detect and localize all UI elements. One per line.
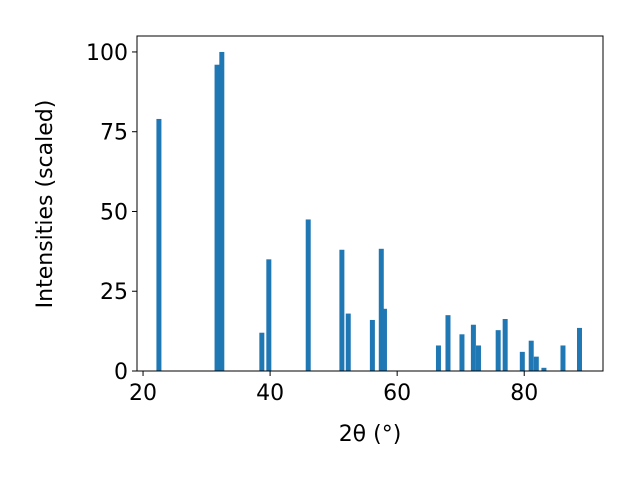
- bar: [156, 118, 162, 371]
- y-tick-label: 50: [100, 200, 128, 225]
- bar: [378, 248, 384, 371]
- y-tick-label: 25: [100, 280, 128, 305]
- x-tick-label: 40: [256, 381, 284, 406]
- bar: [502, 318, 508, 371]
- bar: [519, 351, 525, 371]
- bar: [369, 319, 375, 371]
- bar: [576, 327, 582, 371]
- x-tick-label: 60: [383, 381, 411, 406]
- bar: [475, 345, 481, 371]
- x-axis-label: 2θ (°): [339, 422, 402, 447]
- plot-frame: [136, 35, 604, 372]
- bar: [219, 51, 225, 371]
- bar: [339, 249, 345, 371]
- bar: [214, 64, 220, 371]
- y-tick-label: 0: [114, 360, 128, 385]
- bar: [533, 356, 539, 371]
- bar: [541, 367, 547, 371]
- x-tick-label: 20: [129, 381, 157, 406]
- y-axis-label: Intensities (scaled): [33, 100, 58, 309]
- bar: [560, 345, 566, 371]
- bar: [266, 259, 272, 371]
- bar: [435, 345, 441, 371]
- x-tick-label: 80: [510, 381, 538, 406]
- y-tick-label: 75: [100, 121, 128, 146]
- bar: [381, 308, 387, 371]
- y-tick-label: 100: [86, 41, 128, 66]
- bar: [459, 334, 465, 371]
- bar: [495, 330, 501, 371]
- bar: [470, 324, 476, 371]
- bar: [528, 340, 534, 371]
- bar: [259, 332, 265, 371]
- bar: [445, 315, 451, 371]
- bar: [305, 219, 311, 371]
- bar: [345, 313, 351, 371]
